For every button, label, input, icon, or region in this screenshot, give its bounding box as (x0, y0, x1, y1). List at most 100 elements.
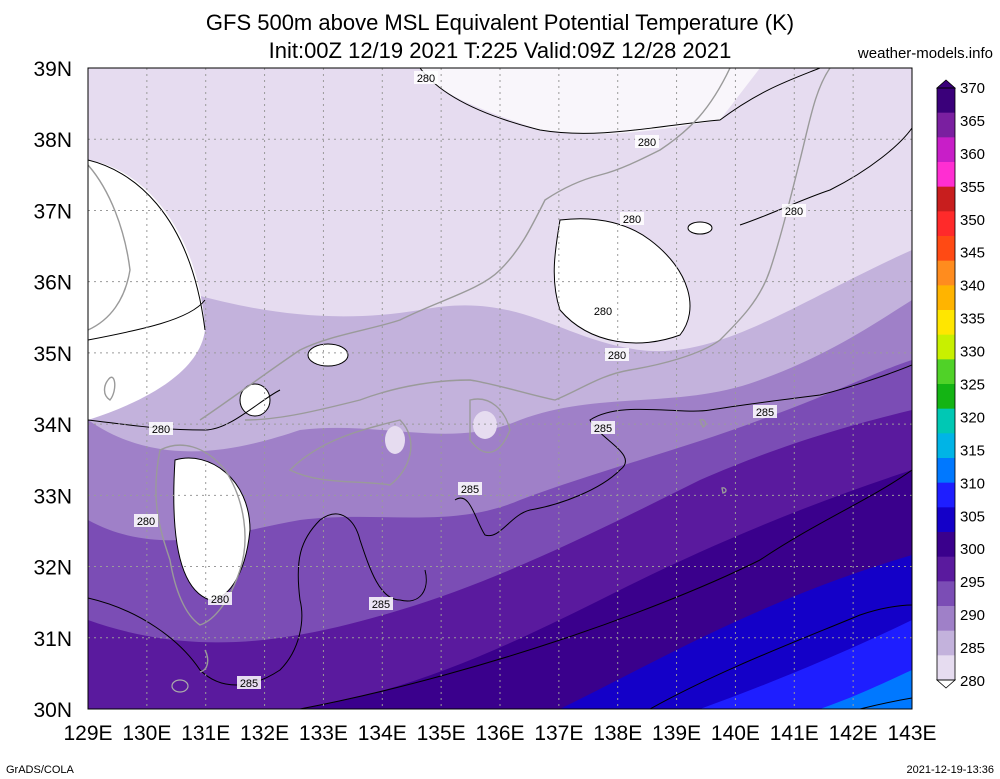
lat-label: 39N (33, 58, 72, 81)
contour-280-korea (88, 159, 206, 331)
colorbar-swatch (937, 408, 955, 434)
colorbar-swatch (937, 112, 955, 138)
contour-280-korea-s (88, 299, 206, 341)
island-yakushima (171, 679, 189, 693)
colorbar-swatch (937, 433, 955, 459)
colorbar-label: 360 (960, 146, 985, 163)
contour-label: 285 (369, 597, 393, 611)
lon-label: 135E (417, 722, 466, 745)
colorbar-label: 350 (960, 212, 985, 229)
colorbar-swatch (937, 137, 955, 163)
lat-label: 38N (33, 129, 72, 152)
colorbar-swatch (937, 556, 955, 582)
contour-280-north (419, 68, 821, 134)
cold-spot-tohoku (688, 222, 712, 234)
colorbar-label: 330 (960, 344, 985, 361)
footer-left: GrADS/COLA (6, 764, 75, 776)
lat-label: 31N (33, 628, 72, 651)
lat-label: 30N (33, 699, 72, 722)
lat-label: 33N (33, 485, 72, 508)
contour-label: 285 (458, 482, 482, 496)
coast-tsushima (103, 376, 116, 401)
colorbar-label: 320 (960, 409, 985, 426)
colorbar-labels: 370 365 360 355 350 345 340 335 330 325 320 315 310 3… (960, 80, 985, 690)
colorbar-label: 310 (960, 475, 985, 492)
colorbar-label: 365 (960, 113, 985, 130)
colorbar-swatch (937, 260, 955, 286)
contour-280-east (739, 127, 912, 226)
colorbar-swatch (937, 507, 955, 533)
contour-labels: 280 280 280 280 280 280 280 280 280 285 285 285 285 2… (134, 71, 806, 690)
contour-280-west-spot (239, 383, 271, 417)
colorbar-label: 290 (960, 607, 985, 624)
colorbar-swatch (937, 630, 955, 656)
contour-label: 285 (753, 405, 777, 419)
contour-290 (299, 469, 912, 709)
svg-text:280: 280 (785, 206, 803, 218)
colorbar (935, 79, 957, 689)
colorbar-bottom-arrow (935, 679, 957, 689)
lon-axis: 129E 130E 131E 132E 133E 134E 135E 136E 137E 138E… (63, 722, 936, 745)
contour-label: 285 (237, 676, 261, 690)
colorbar-label: 305 (960, 508, 985, 525)
contour-280-kyushu (173, 457, 251, 601)
title-line2: Init:00Z 12/19 2021 T:225 Valid:09Z 12/2… (269, 38, 732, 63)
lat-label: 32N (33, 557, 72, 580)
colorbar-swatch (937, 310, 955, 336)
colorbar-label: 295 (960, 574, 985, 591)
lon-label: 140E (711, 722, 760, 745)
contour-label: 280 (134, 514, 158, 528)
contour-label: 280 (635, 135, 659, 149)
contour-label: 280 (149, 422, 173, 436)
lon-label: 139E (652, 722, 701, 745)
svg-text:280: 280 (623, 214, 641, 226)
contour-label: 280 (591, 304, 615, 318)
lon-label: 132E (240, 722, 289, 745)
colorbar-label: 285 (960, 640, 985, 657)
lon-label: 137E (534, 722, 583, 745)
contour-285-east (454, 364, 912, 537)
lon-label: 129E (63, 722, 112, 745)
contour-label: 280 (414, 71, 438, 85)
svg-text:280: 280 (638, 137, 656, 149)
svg-text:285: 285 (372, 599, 390, 611)
contour-280-west (88, 389, 281, 431)
colorbar-swatch (937, 186, 955, 212)
site-label: weather-models.info (857, 45, 993, 62)
lon-label: 141E (770, 722, 819, 745)
colorbar-label: 315 (960, 442, 985, 459)
colorbar-label: 345 (960, 245, 985, 262)
title-line1: GFS 500m above MSL Equivalent Potential … (206, 10, 794, 35)
lon-label: 133E (299, 722, 348, 745)
warm-spot-kii (473, 411, 497, 439)
svg-text:280: 280 (152, 424, 170, 436)
coastlines (88, 68, 831, 673)
contour-label: 280 (782, 204, 806, 218)
coast-shikoku (288, 419, 412, 486)
lon-label: 130E (122, 722, 171, 745)
lon-label: 131E (181, 722, 230, 745)
cold-area-kanto (554, 218, 690, 343)
coast-kyushu (155, 444, 246, 626)
footer-right: 2021-12-19-13:36 (907, 764, 994, 776)
svg-text:285: 285 (594, 423, 612, 435)
contour-285-south (88, 513, 427, 686)
colorbar-swatch (937, 285, 955, 311)
colorbar-swatch (937, 236, 955, 262)
svg-text:285: 285 (461, 484, 479, 496)
colorbar-label: 340 (960, 278, 985, 295)
lat-label: 37N (33, 200, 72, 223)
lat-label: 36N (33, 272, 72, 295)
lon-label: 143E (887, 722, 936, 745)
colorbar-swatch (937, 532, 955, 558)
colorbar-swatch (937, 655, 955, 681)
contour-label: 280 (208, 592, 232, 606)
colorbar-swatch (937, 211, 955, 237)
colorbar-label: 335 (960, 311, 985, 328)
colorbar-swatch (937, 359, 955, 385)
coast-hachijo (721, 487, 727, 494)
colorbar-swatch (937, 458, 955, 484)
colorbar-top-arrow (935, 79, 957, 89)
lon-label: 142E (829, 722, 878, 745)
